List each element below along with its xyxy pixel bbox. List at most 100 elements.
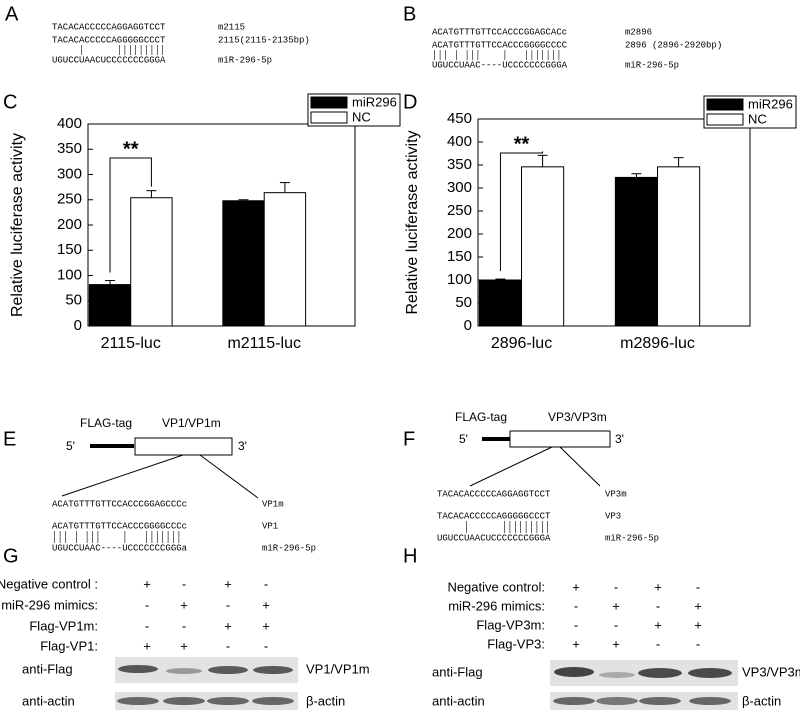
y-axis-label: Relative luciferase activity xyxy=(404,130,421,314)
condition-sign: - xyxy=(574,598,578,613)
condition-sign: - xyxy=(696,579,700,594)
target-label: β-actin xyxy=(306,693,345,708)
panel-label: E xyxy=(3,428,16,450)
antibody-label: anti-actin xyxy=(432,693,485,708)
condition-sign: + xyxy=(224,576,232,591)
legend-label: miR296 xyxy=(748,96,793,111)
sequence-name: VP1m xyxy=(262,499,284,509)
condition-sign: - xyxy=(226,597,230,612)
condition-sign: - xyxy=(264,576,268,591)
y-tick-label: 300 xyxy=(447,179,472,196)
sequence: TACACACCCCCAGGAGGTCCT xyxy=(437,489,551,499)
y-axis-label: Relative luciferase activity xyxy=(9,133,26,317)
target-label: VP3/VP3m xyxy=(742,664,800,679)
condition-sign: - xyxy=(264,638,268,653)
condition-sign: + xyxy=(694,617,702,632)
x-tick-label: 2115-luc xyxy=(101,335,161,352)
sequence-name: miR-296-5p xyxy=(625,60,679,70)
condition-sign: + xyxy=(143,576,151,591)
condition-sign: - xyxy=(696,636,700,651)
y-tick-label: 100 xyxy=(57,266,82,283)
condition-sign: - xyxy=(226,638,230,653)
condition-name: Flag-VP3: xyxy=(487,636,545,651)
condition-sign: + xyxy=(262,618,270,633)
sequence-name: miR-296-5p xyxy=(605,533,659,543)
y-tick-label: 0 xyxy=(74,317,82,334)
condition-sign: + xyxy=(654,579,662,594)
legend-label: miR296 xyxy=(352,94,397,109)
y-tick-label: 200 xyxy=(447,225,472,242)
sequence: UGUCCUAAC----UCCCCCCCGGGA xyxy=(432,60,568,70)
condition-sign: - xyxy=(614,579,618,594)
panel-label: D xyxy=(403,91,417,113)
panel-label: C xyxy=(3,91,17,113)
condition-name: Flag-VP1m: xyxy=(29,618,98,633)
sequence: ACATGTTTGTTCCACCCGGAGCACc xyxy=(432,27,567,37)
target-label: VP1/VP1m xyxy=(306,661,370,676)
x-tick-label: m2115-luc xyxy=(227,335,301,352)
sequence: UGUCCUAACUCCCCCCCGGGA xyxy=(437,533,551,543)
condition-sign: + xyxy=(654,617,662,632)
y-tick-label: 50 xyxy=(455,294,472,311)
bar xyxy=(130,197,173,327)
legend-swatch xyxy=(310,111,348,124)
condition-sign: + xyxy=(572,579,580,594)
y-tick-label: 250 xyxy=(447,202,472,219)
blot-h xyxy=(550,660,738,710)
y-tick-label: 400 xyxy=(57,115,82,132)
panel-label: F xyxy=(403,428,415,450)
antibody-label: anti-actin xyxy=(22,693,75,708)
condition-name: Flag-VP1: xyxy=(40,638,98,653)
antibody-label: anti-Flag xyxy=(432,664,483,679)
sequence-name: miR-296-5p xyxy=(218,55,272,65)
bar xyxy=(614,176,659,327)
condition-sign: - xyxy=(574,617,578,632)
five-prime: 5' xyxy=(66,439,75,453)
y-tick-label: 400 xyxy=(447,133,472,150)
legend-swatch xyxy=(706,113,744,126)
sequence: UGUCCUAACUCCCCCCCGGGA xyxy=(52,55,166,65)
tag-label: FLAG-tag xyxy=(80,416,132,430)
sequence-name: 2896 (2896-2920bp) xyxy=(625,40,722,50)
condition-sign: + xyxy=(612,598,620,613)
condition-sign: - xyxy=(614,617,618,632)
condition-name: Negative control : xyxy=(0,576,98,591)
blot-g xyxy=(115,657,298,710)
legend-swatch xyxy=(706,98,744,111)
condition-sign: + xyxy=(143,638,151,653)
bar xyxy=(88,284,132,327)
bar xyxy=(657,166,701,327)
target-label: β-actin xyxy=(742,693,781,708)
panel-label: H xyxy=(403,545,417,567)
bar xyxy=(222,200,265,327)
antibody-label: anti-Flag xyxy=(22,661,73,676)
three-prime: 3' xyxy=(615,432,624,446)
y-tick-label: 100 xyxy=(447,271,472,288)
sequence-name: VP3m xyxy=(605,489,627,499)
y-tick-label: 150 xyxy=(447,248,472,265)
condition-sign: - xyxy=(145,597,149,612)
panel-label: A xyxy=(5,3,19,25)
sequence: UGUCCUAAC----UCCCCCCCGGGa xyxy=(52,543,188,553)
panel-label: B xyxy=(403,3,416,25)
y-tick-label: 300 xyxy=(57,165,82,182)
sequence-name: VP3 xyxy=(605,511,621,521)
y-tick-label: 450 xyxy=(447,110,472,127)
y-tick-label: 350 xyxy=(447,156,472,173)
construct-f xyxy=(469,430,611,487)
y-tick-label: 0 xyxy=(464,317,472,334)
condition-sign: + xyxy=(262,597,270,612)
condition-sign: + xyxy=(180,638,188,653)
significance-bracket xyxy=(499,151,544,272)
condition-name: miR-296 mimics: xyxy=(448,598,545,613)
legend-label: NC xyxy=(748,111,767,126)
condition-sign: + xyxy=(694,598,702,613)
construct-e xyxy=(61,437,259,499)
three-prime: 3' xyxy=(238,439,247,453)
x-tick-label: m2896-luc xyxy=(620,335,695,352)
sequence-name: miR-296-5p xyxy=(262,543,316,553)
gene-label: VP3/VP3m xyxy=(548,410,607,424)
sequence: TACACACCCCCAGGGGGCCCT xyxy=(437,511,551,521)
condition-sign: + xyxy=(224,618,232,633)
sequence: ACATGTTTGTTCCACCCGGAGCCCc xyxy=(52,499,187,509)
